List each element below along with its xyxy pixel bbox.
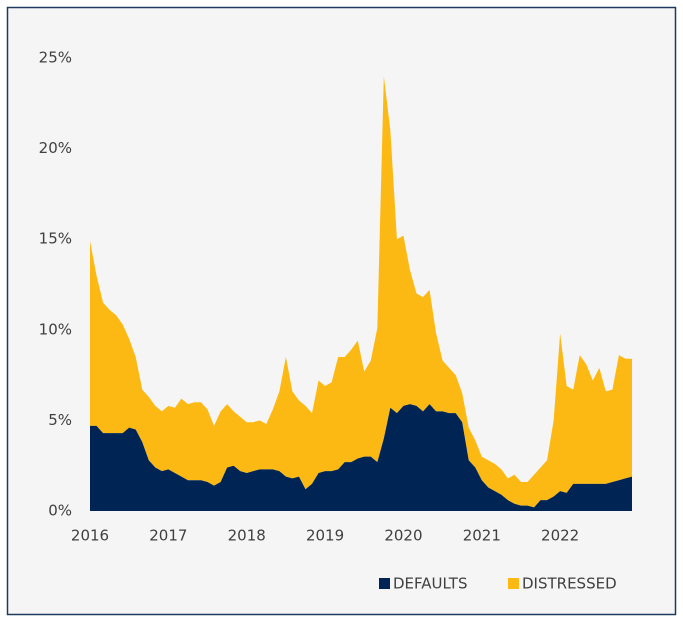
x-tick-label: 2019: [306, 527, 344, 545]
x-tick-label: 2020: [384, 527, 422, 545]
y-tick-label: 0%: [48, 502, 72, 520]
legend-label: DEFAULTS: [393, 575, 468, 593]
y-tick-label: 25%: [39, 49, 72, 67]
x-tick-label: 2016: [71, 527, 109, 545]
y-tick-label: 10%: [39, 320, 72, 338]
y-tick-label: 5%: [48, 411, 72, 429]
legend-swatch: [508, 578, 519, 589]
y-tick-label: 20%: [39, 139, 72, 157]
area: [90, 76, 632, 508]
x-tick-label: 2017: [149, 527, 187, 545]
x-tick-label: 2021: [463, 527, 501, 545]
legend-label: DISTRESSED: [522, 575, 617, 593]
x-tick-label: 2022: [541, 527, 579, 545]
area: [90, 404, 632, 511]
chart-frame: [6, 6, 677, 616]
legend-swatch: [379, 578, 390, 589]
y-tick-label: 15%: [39, 230, 72, 248]
x-tick-label: 2018: [228, 527, 266, 545]
